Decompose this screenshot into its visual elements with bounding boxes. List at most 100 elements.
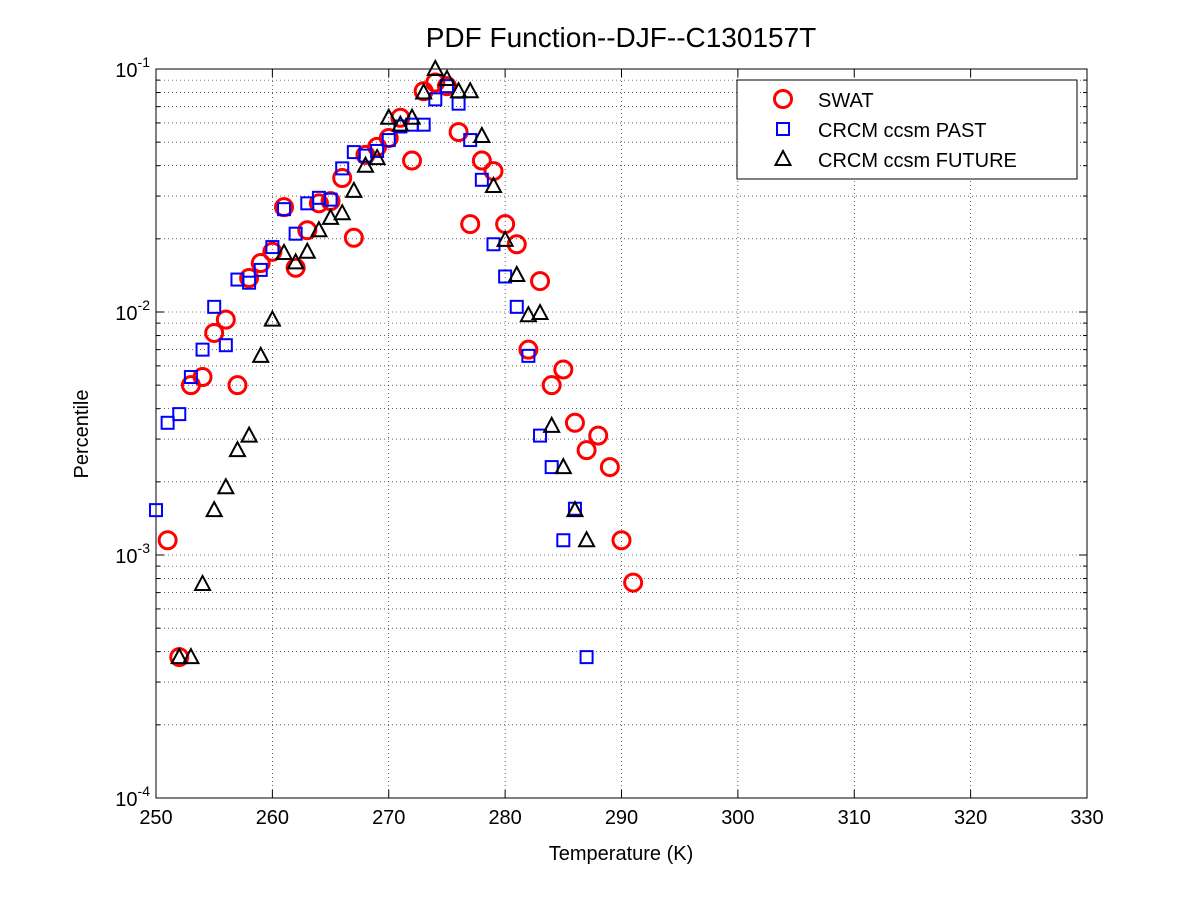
data-point xyxy=(521,348,536,363)
data-point xyxy=(193,573,212,591)
data-point xyxy=(227,375,248,396)
data-point xyxy=(332,167,353,188)
data-point xyxy=(297,220,318,241)
data-marks xyxy=(149,58,644,668)
data-point xyxy=(402,107,422,125)
y-axis-label: Percentile xyxy=(71,390,93,479)
data-point xyxy=(367,147,387,166)
data-point xyxy=(564,412,585,433)
data-point xyxy=(426,58,445,76)
data-point xyxy=(321,207,340,225)
data-point xyxy=(472,125,492,144)
data-point xyxy=(335,161,350,176)
data-point xyxy=(449,81,468,99)
data-point xyxy=(343,227,364,248)
data-point xyxy=(216,477,235,495)
data-point xyxy=(263,309,282,327)
data-point xyxy=(265,240,280,255)
x-tick-label: 310 xyxy=(838,807,871,829)
x-tick-label: 290 xyxy=(605,807,638,829)
data-point xyxy=(530,271,551,292)
data-point xyxy=(448,122,469,143)
data-point xyxy=(425,72,446,93)
legend-marker xyxy=(776,122,790,136)
legend-box xyxy=(736,79,1078,180)
data-point xyxy=(298,241,317,259)
x-tick-label: 300 xyxy=(721,807,754,829)
data-point xyxy=(204,322,225,343)
data-point xyxy=(556,533,571,548)
data-point xyxy=(474,172,489,187)
data-point xyxy=(519,305,538,323)
data-point xyxy=(461,81,480,99)
data-point xyxy=(544,460,559,475)
data-point xyxy=(565,500,585,518)
x-tick-label: 320 xyxy=(954,807,987,829)
series-triangle xyxy=(170,58,596,665)
data-point xyxy=(495,229,515,247)
data-point xyxy=(506,234,527,255)
data-point xyxy=(588,425,609,446)
data-point xyxy=(579,650,594,665)
data-point xyxy=(542,415,561,433)
data-point xyxy=(239,268,260,289)
data-point xyxy=(309,220,329,238)
data-point xyxy=(274,242,294,260)
data-point xyxy=(381,133,396,148)
legend-label: SWAT xyxy=(818,90,874,112)
axis-ticks: 250 260 270 280 290 300 310 320 330 10-4 10-3 10-2 1… xyxy=(115,54,1103,829)
data-point xyxy=(541,375,562,396)
data-point xyxy=(599,457,620,478)
data-point xyxy=(333,203,352,221)
data-point xyxy=(205,500,224,518)
data-point xyxy=(215,309,236,330)
data-point xyxy=(507,264,526,282)
data-point xyxy=(577,530,596,548)
data-point xyxy=(402,150,423,171)
data-point xyxy=(170,646,189,665)
data-point xyxy=(251,345,270,363)
data-point xyxy=(533,428,548,443)
data-point xyxy=(611,530,632,551)
data-point xyxy=(239,425,259,443)
data-point xyxy=(436,76,457,97)
data-point xyxy=(530,302,550,321)
data-point xyxy=(192,367,213,388)
data-point xyxy=(518,339,539,360)
data-point xyxy=(509,299,524,314)
data-point xyxy=(253,262,268,277)
data-point xyxy=(160,415,175,430)
data-point xyxy=(288,226,303,241)
data-point xyxy=(285,257,306,278)
data-point xyxy=(157,530,178,551)
data-point xyxy=(195,342,210,357)
x-tick-label: 260 xyxy=(256,807,289,829)
data-point xyxy=(460,214,481,235)
data-point xyxy=(553,359,574,380)
chart-title: PDF Function--DJF--C130157T xyxy=(426,22,817,53)
y-tick-label: 10-2 xyxy=(115,297,150,325)
data-point xyxy=(439,79,454,94)
legend: SWAT CRCM ccsm PAST CRCM ccsm FUTURE xyxy=(736,79,1078,180)
series-circle xyxy=(157,72,644,668)
legend-marker xyxy=(773,148,793,166)
data-point xyxy=(414,82,433,100)
data-point xyxy=(181,646,201,665)
y-tick-label: 10-1 xyxy=(115,54,150,82)
legend-label: CRCM ccsm FUTURE xyxy=(818,150,1017,172)
x-tick-label: 330 xyxy=(1070,807,1103,829)
data-point xyxy=(308,193,329,214)
data-point xyxy=(149,503,163,518)
data-point xyxy=(344,180,364,198)
data-point xyxy=(286,252,305,270)
data-point xyxy=(242,275,257,290)
x-axis-label: Temperature (K) xyxy=(549,843,694,865)
data-point xyxy=(576,440,597,461)
grid xyxy=(156,69,1087,798)
y-tick-label: 10-4 xyxy=(115,783,150,811)
data-point xyxy=(451,96,466,111)
data-point xyxy=(228,440,247,458)
data-point xyxy=(379,107,398,125)
legend-marker xyxy=(773,89,793,109)
